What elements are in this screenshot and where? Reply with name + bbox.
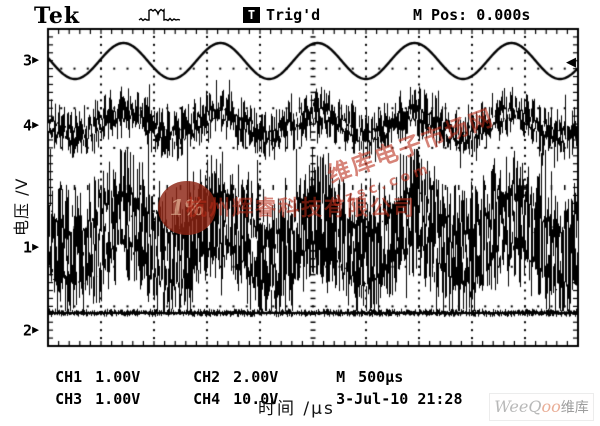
readout-datetime-value: 3-Jul-10 21:28 <box>336 390 463 408</box>
readout-timebase: M 500μs <box>318 350 403 386</box>
readout-ch3-label: CH3 <box>55 390 83 408</box>
y-axis-label: 电压 /V <box>12 177 31 236</box>
trigger-level-arrow-icon: ◀ <box>566 55 576 70</box>
readout-ch1: CH1 1.00V <box>37 350 140 386</box>
weeqoo-watermark-part3: 维库 <box>560 400 589 416</box>
red-stamp-logo: 1% <box>158 181 216 235</box>
channel-4-label: 4 <box>23 116 33 135</box>
channel-1-label: 1 <box>23 238 33 257</box>
weeqoo-watermark-part2: oo <box>541 397 561 416</box>
weeqoo-watermark-part1: WeeQ <box>494 397 542 416</box>
readout-datetime: 3-Jul-10 21:28 <box>318 372 463 408</box>
readout-ch4-label: CH4 <box>193 390 221 408</box>
readout-ch1-label: CH1 <box>55 368 83 386</box>
channel-1-marker: 1▶ <box>4 238 39 257</box>
channel-1-arrow-icon: ▶ <box>32 242 39 253</box>
trigger-t-badge-icon: T <box>243 7 260 23</box>
x-axis-label: 时间 /μs <box>258 399 335 419</box>
channel-4-marker: 4▶ <box>4 116 39 135</box>
channel-4-arrow-icon: ▶ <box>32 120 39 131</box>
channel-2-marker: 2▶ <box>4 321 39 340</box>
readout-ch3-value: 1.00V <box>95 390 141 408</box>
trigger-status: Trig'd <box>266 6 321 24</box>
trigger-pulse-icon <box>138 8 181 22</box>
readout-ch3: CH3 1.00V <box>37 372 140 408</box>
readout-ch2-value: 2.00V <box>233 368 279 386</box>
channel-2-arrow-icon: ▶ <box>32 325 39 336</box>
readout-timebase-label: M <box>336 368 346 386</box>
channel-3-label: 3 <box>23 51 33 70</box>
readout-ch1-value: 1.00V <box>95 368 141 386</box>
readout-ch2: CH2 2.00V <box>175 350 278 386</box>
channel-2-label: 2 <box>23 321 33 340</box>
tek-logo: Tek <box>34 3 81 29</box>
watermark-company-text: 杭州辉睿科技有限公司 <box>186 196 416 220</box>
readout-ch4: CH4 10.0V <box>175 372 278 408</box>
readout-ch2-label: CH2 <box>193 368 221 386</box>
channel-3-arrow-icon: ▶ <box>32 55 39 66</box>
readout-ch4-value: 10.0V <box>233 390 279 408</box>
m-position-readout: M Pos: 0.000s <box>413 6 531 24</box>
weeqoo-watermark: WeeQoo维库 <box>489 393 594 421</box>
channel-3-marker: 3▶ <box>4 51 39 70</box>
readout-timebase-value: 500μs <box>358 368 404 386</box>
